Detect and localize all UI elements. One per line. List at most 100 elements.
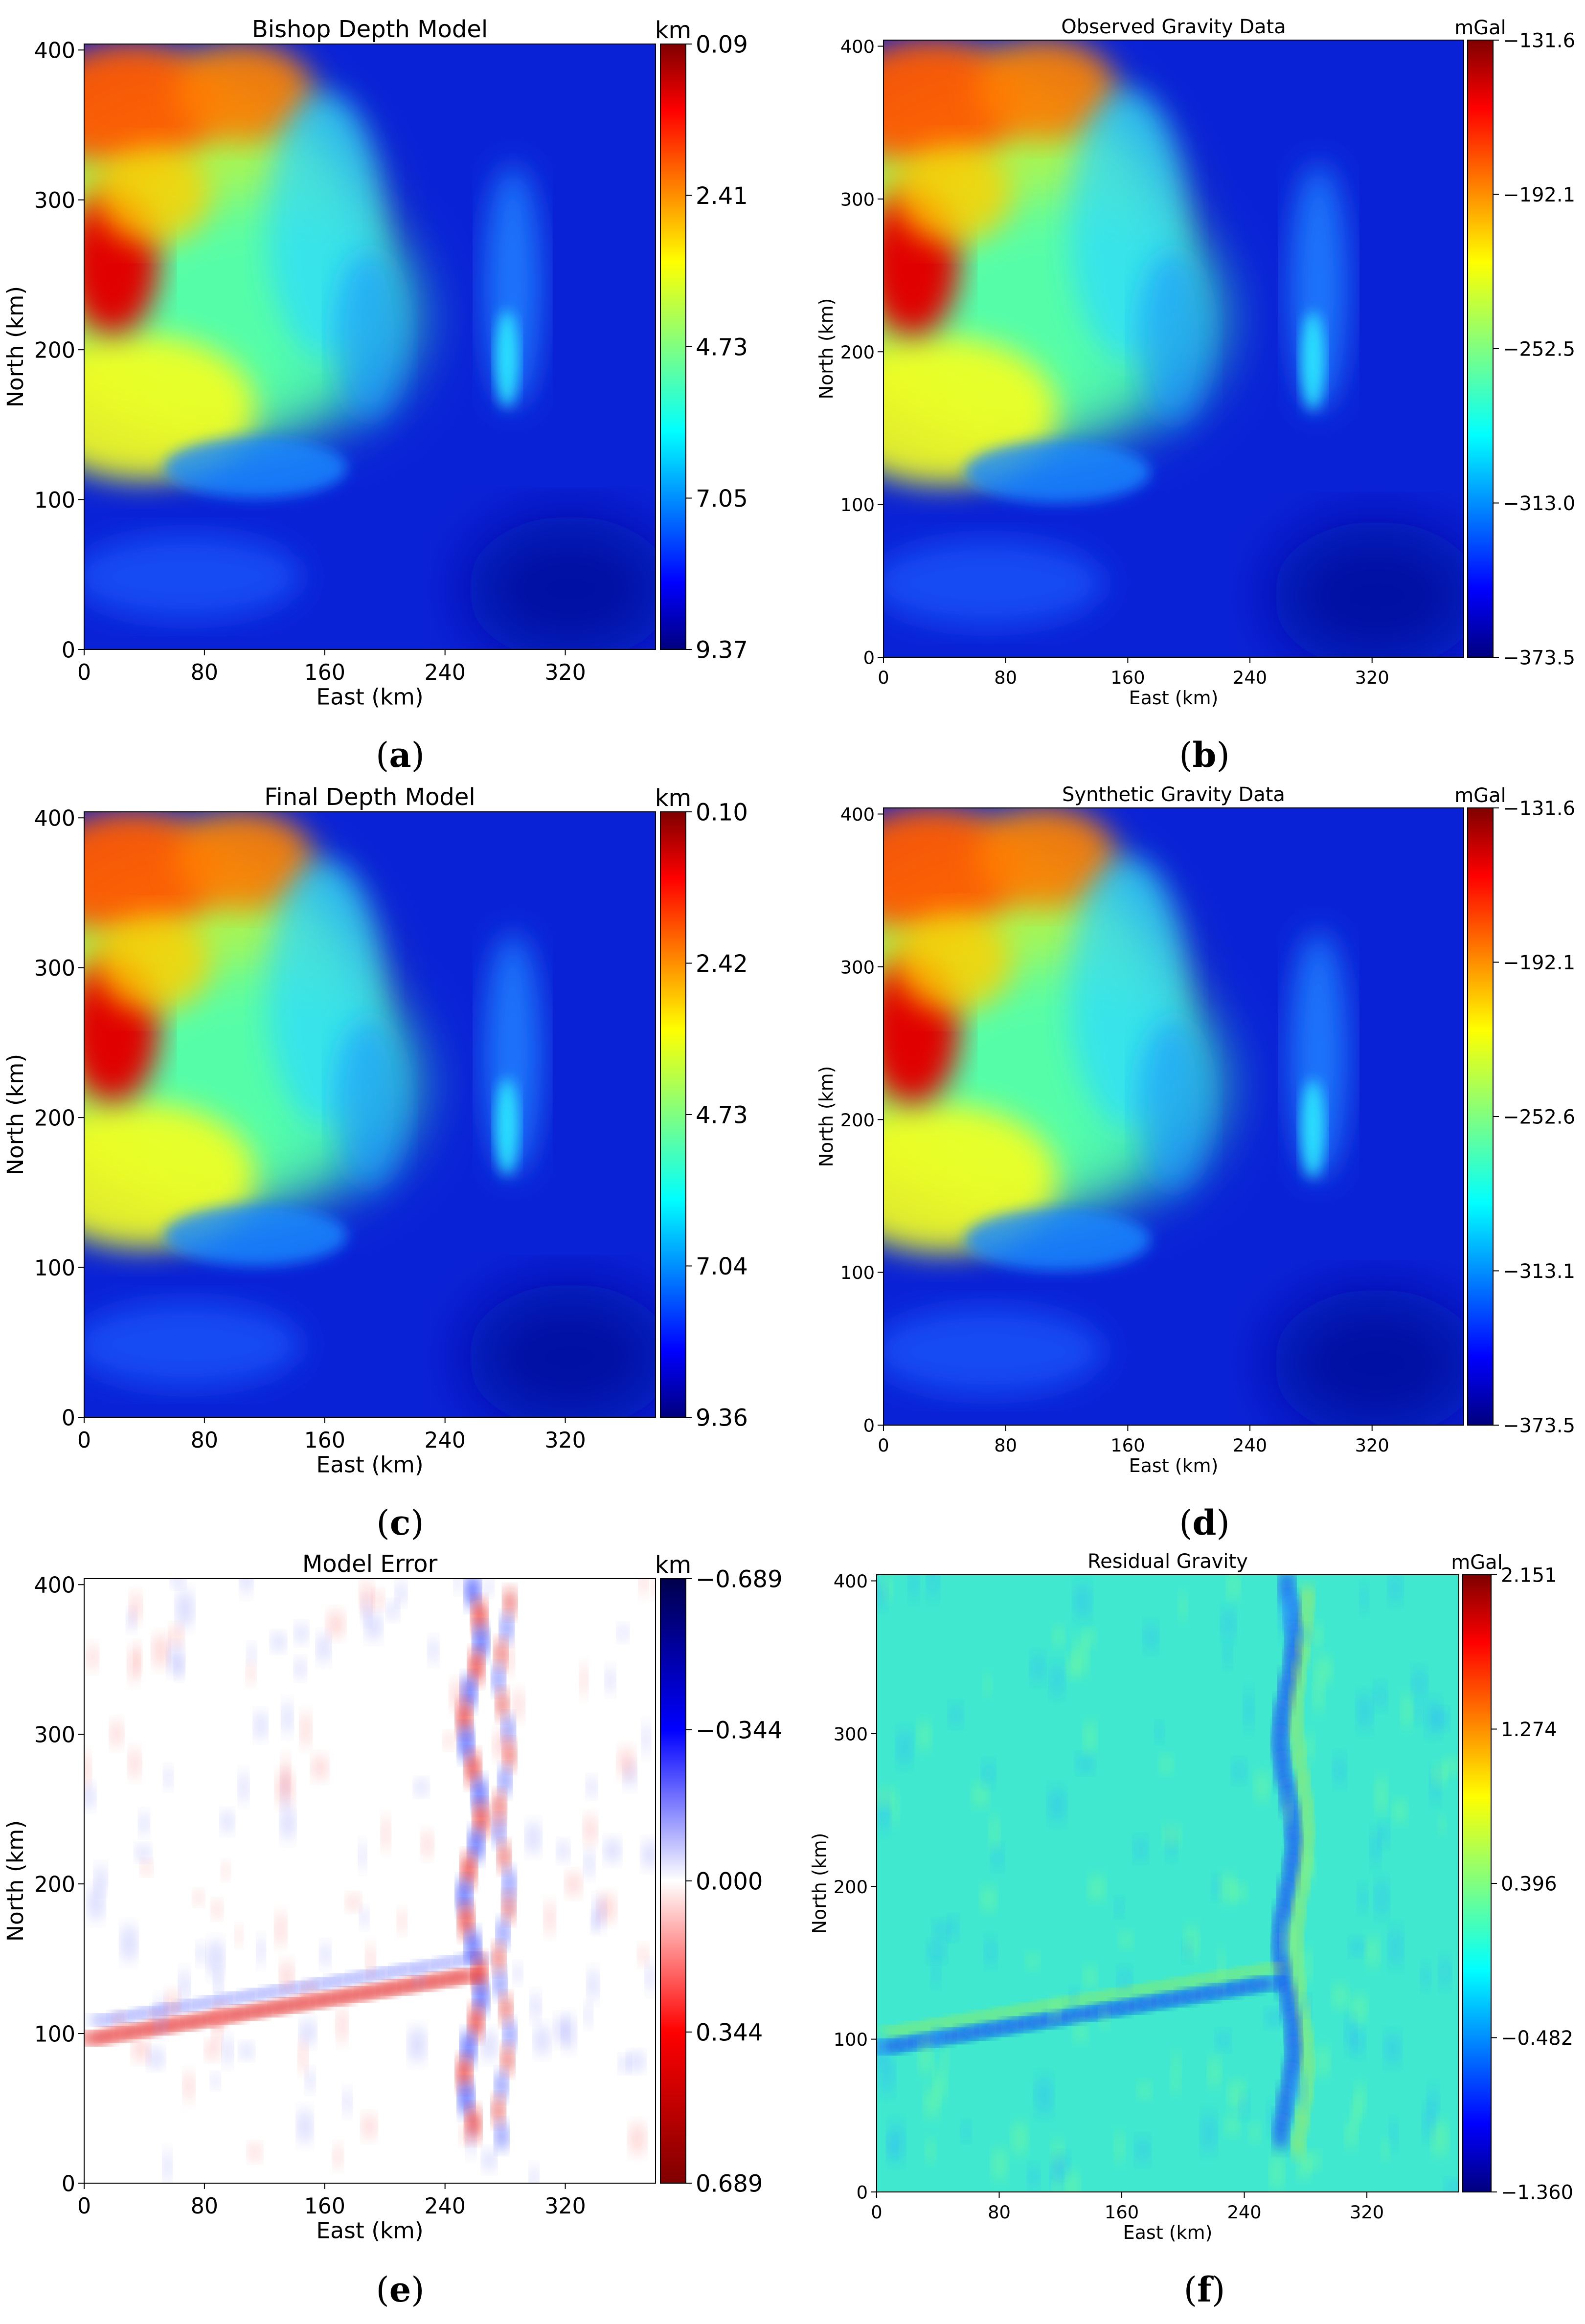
panel-f-residual-feature-185 bbox=[1390, 2119, 1398, 2149]
panel-f-residual-feature-200 bbox=[1049, 1787, 1065, 1823]
panel-caption-letter: e bbox=[389, 2269, 411, 2310]
panel-f-residual-feature-177 bbox=[1172, 2051, 1181, 2073]
panel-caption: (a) bbox=[376, 735, 425, 775]
panel-e-error-feature-207 bbox=[163, 2149, 171, 2183]
panel-f-residual-feature-63 bbox=[1078, 1993, 1108, 2003]
panel-f-residual-feature-110 bbox=[1352, 1993, 1367, 2024]
colorbar-tick-label: 0.344 bbox=[696, 2019, 763, 2046]
x-tick-label: 0 bbox=[77, 2194, 91, 2219]
panel-e-error-feature-130 bbox=[208, 1939, 223, 1977]
panel-f-residual-feature-57 bbox=[1012, 2004, 1042, 2014]
panel-f-residual-feature-183 bbox=[950, 1703, 962, 1726]
panel-f-residual-feature-92 bbox=[1266, 2009, 1282, 2027]
x-tick-label: 80 bbox=[988, 2202, 1011, 2223]
panel-f-residual-feature-178 bbox=[1375, 1879, 1388, 1918]
panel-e-error-feature-67 bbox=[328, 1975, 358, 1985]
panel-e-error-feature-179 bbox=[180, 1969, 189, 2003]
panel-f-residual-feature-73 bbox=[1189, 1974, 1219, 1985]
y-tick-label: 200 bbox=[840, 342, 875, 363]
colorbar-tick-label: −192.1 bbox=[1503, 184, 1575, 206]
panel-f-residual-feature-197 bbox=[928, 1575, 939, 1599]
panel-e-error-feature-152 bbox=[111, 1720, 122, 1748]
panel-e-error-feature-112 bbox=[382, 1815, 390, 1852]
panel-e-error-feature-3 bbox=[501, 1613, 513, 1643]
panel-f-residual-feature-103 bbox=[1077, 1754, 1094, 1773]
colorbar-tick-label: 9.37 bbox=[696, 636, 748, 664]
y-tick-label: 100 bbox=[34, 1256, 75, 1281]
panel-e-error-feature-45 bbox=[90, 2015, 119, 2025]
panel-c-anomaly-8 bbox=[335, 1017, 405, 1187]
panel-f-residual-feature-221 bbox=[1298, 1625, 1312, 1644]
colorbar-tick-label: −373.5 bbox=[1503, 647, 1575, 669]
panel-e-error-feature-189 bbox=[170, 1625, 183, 1648]
panel-e-error-feature-22 bbox=[462, 1853, 476, 1887]
panel-f-residual-feature-201 bbox=[1031, 1653, 1045, 1683]
y-tick-label: 100 bbox=[34, 488, 75, 513]
panel-e-error-feature-137 bbox=[503, 1882, 515, 1912]
colorbar-tick-label: 2.42 bbox=[696, 950, 748, 978]
panel-f-residual-feature-161 bbox=[887, 2136, 897, 2158]
panel-e-error-feature-6 bbox=[469, 1650, 483, 1684]
panel-f-residual-feature-49 bbox=[924, 2019, 953, 2029]
panel-e-error-feature-201 bbox=[168, 1644, 183, 1675]
y-tick-label: 300 bbox=[840, 189, 875, 210]
panel-e-error-feature-29 bbox=[493, 1944, 505, 1973]
panel-e-error-feature-170 bbox=[215, 2003, 228, 2028]
panel-a-anomaly-6 bbox=[95, 147, 210, 244]
panel-f-residual-feature-113 bbox=[981, 1885, 996, 1913]
panel-e-error-feature-183 bbox=[545, 1901, 555, 1935]
x-tick-label: 320 bbox=[1350, 2202, 1384, 2223]
panel-e-error-feature-141 bbox=[277, 1771, 294, 1806]
panel-e-error-feature-83 bbox=[214, 1970, 223, 1999]
panel-a-anomaly-4 bbox=[175, 44, 313, 141]
colorbar-tick-label: 2.151 bbox=[1501, 1564, 1557, 1587]
panel-e-colorbar bbox=[660, 1578, 686, 2184]
panel-e-error-feature-180 bbox=[301, 1711, 311, 1748]
x-axis-label: East (km) bbox=[1123, 2222, 1213, 2243]
y-tick-label: 100 bbox=[834, 2029, 868, 2050]
panel-e-error-feature-7 bbox=[493, 1664, 504, 1694]
x-tick-label: 320 bbox=[1355, 667, 1389, 688]
panel-f-residual-feature-126 bbox=[1438, 1814, 1446, 1834]
panel-f-residual-feature-115 bbox=[984, 1673, 992, 1697]
panel-f-residual-feature-90 bbox=[1305, 1731, 1314, 1762]
panel-e-error-feature-78 bbox=[447, 1970, 482, 1983]
panel-f-residual-feature-79 bbox=[1255, 1964, 1285, 1974]
panel-e-error-feature-174 bbox=[429, 1637, 438, 1664]
panel-f-residual-feature-125 bbox=[1232, 1882, 1246, 1902]
panel-e-error-feature-156 bbox=[588, 1968, 598, 2001]
panel-caption: (b) bbox=[1179, 735, 1230, 775]
panel-f-colorbar bbox=[1462, 1574, 1492, 2192]
panel-e-error-feature-135 bbox=[483, 2148, 496, 2171]
colorbar-tick-label: 4.73 bbox=[696, 334, 748, 361]
panel-title: Bishop Depth Model bbox=[252, 16, 488, 43]
panel-c-anomaly-9 bbox=[164, 1205, 347, 1266]
panel-f-residual-feature-65 bbox=[1101, 1989, 1130, 2000]
panel-e-error-feature-0 bbox=[466, 1579, 480, 1608]
panel-f-residual-feature-205 bbox=[1115, 1898, 1124, 1917]
colorbar-tick-label: 4.73 bbox=[696, 1101, 748, 1129]
panel-e-error-feature-147 bbox=[580, 1662, 588, 1698]
panel-f-residual-feature-45 bbox=[879, 2026, 909, 2036]
panel-e-error-feature-142 bbox=[387, 1601, 399, 1620]
panel-f-residual-feature-140 bbox=[934, 2065, 947, 2101]
panel-f-residual-feature-186 bbox=[1421, 1964, 1430, 1989]
panel-f-residual-feature-156 bbox=[880, 2054, 894, 2095]
panel-e-error-feature-160 bbox=[136, 1844, 150, 1861]
colorbar-tick-label: −373.5 bbox=[1503, 1414, 1575, 1437]
panel-f-residual-feature-213 bbox=[928, 1941, 945, 1962]
panel-f-residual-feature-175 bbox=[1334, 1754, 1345, 1786]
panel-f-residual-feature-164 bbox=[1315, 1655, 1332, 1685]
y-tick-label: 0 bbox=[62, 1406, 75, 1430]
panel-f-residual-feature-182 bbox=[1208, 2055, 1221, 2089]
panel-f-residual-feature-9 bbox=[1290, 1688, 1302, 1718]
panel-e-error-feature-18 bbox=[474, 1802, 488, 1836]
panel-e-error-feature-153 bbox=[618, 1624, 628, 1641]
panel-e-error-feature-199 bbox=[153, 1633, 168, 1668]
panel-f-residual-feature-227 bbox=[1233, 1760, 1246, 1783]
panel-e-error-feature-116 bbox=[328, 1610, 344, 1638]
panel-f-residual-feature-132 bbox=[1050, 1663, 1064, 1697]
panel-e-error-feature-40 bbox=[459, 2081, 474, 2116]
panel-f-residual-feature-179 bbox=[1220, 1872, 1236, 1905]
panel-f-residual-feature-219 bbox=[1065, 2168, 1079, 2192]
